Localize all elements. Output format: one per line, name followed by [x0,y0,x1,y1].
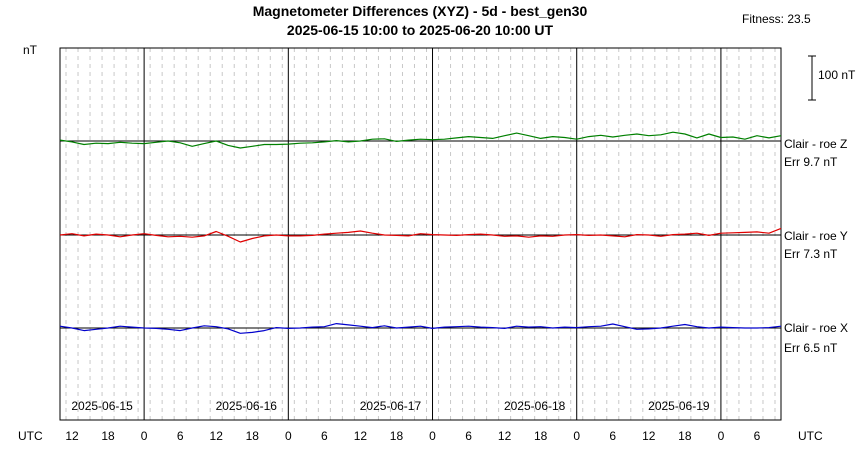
chart-subtitle: 2025-06-15 10:00 to 2025-06-20 10:00 UT [287,22,554,38]
x-tick-label: 6 [465,429,472,443]
scale-bar: 100 nT [808,55,856,101]
x-tick-label: 6 [754,429,761,443]
x-tick-label: 12 [354,429,368,443]
x-tick-label: 12 [65,429,79,443]
chart-title: Magnetometer Differences (XYZ) - 5d - be… [253,3,588,19]
day-label: 2025-06-15 [71,399,133,413]
x-tick-label: 18 [246,429,260,443]
fitness-label: Fitness: 23.5 [742,12,811,26]
series-line-2 [59,323,782,334]
day-label: 2025-06-19 [648,399,710,413]
x-tick-label: 12 [642,429,656,443]
x-tick-label: 18 [678,429,692,443]
day-label: 2025-06-16 [216,399,278,413]
x-tick-label: 18 [101,429,115,443]
y-axis-unit-label: nT [23,43,38,57]
series-err-y: Err 7.3 nT [784,247,838,261]
series-labels: Clair - roe Z Err 9.7 nT Clair - roe Y E… [784,137,848,355]
x-tick-label: 18 [390,429,404,443]
series-layer [59,131,782,334]
series-label-y: Clair - roe Y [784,229,848,243]
series-err-z: Err 9.7 nT [784,155,838,169]
x-tick-label: 12 [498,429,512,443]
x-tick-label: 6 [321,429,328,443]
x-tick-labels: 12 18 0 6 12 18 0 6 12 18 0 6 12 18 0 6 12 18 0 6 [65,429,760,443]
x-unit-label-right: UTC [798,429,823,443]
series-line-1 [59,227,782,243]
scale-bar-label: 100 nT [818,68,856,82]
plot-frame [59,47,782,421]
x-tick-label: 0 [141,429,148,443]
x-tick-label: 12 [210,429,224,443]
series-line-0 [59,131,782,149]
x-unit-label-left: UTC [18,429,43,443]
day-label: 2025-06-18 [504,399,566,413]
x-tick-label: 0 [285,429,292,443]
x-tick-label: 0 [573,429,580,443]
x-tick-label: 6 [177,429,184,443]
x-tick-label: 0 [718,429,725,443]
x-tick-label: 6 [609,429,616,443]
x-tick-label: 18 [534,429,548,443]
x-tick-label: 0 [429,429,436,443]
series-label-x: Clair - roe X [784,321,848,335]
series-err-x: Err 6.5 nT [784,341,838,355]
day-labels: 2025-06-15 2025-06-16 2025-06-17 2025-06-18… [71,399,710,413]
series-label-z: Clair - roe Z [784,137,847,151]
day-label: 2025-06-17 [360,399,422,413]
